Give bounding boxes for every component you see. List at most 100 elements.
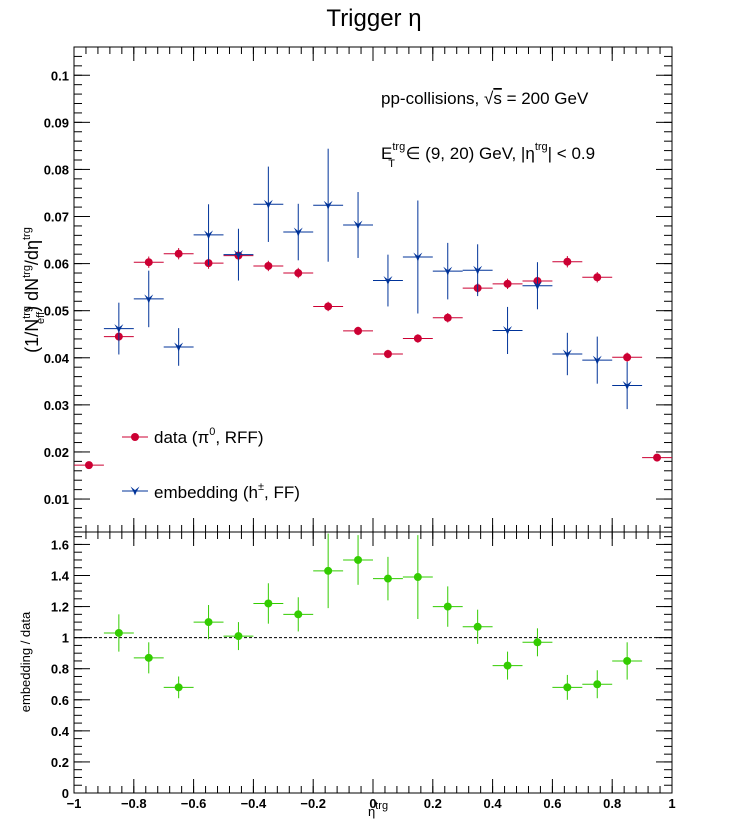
data-point [313,301,344,312]
x-tick-label: 0.4 [484,796,503,811]
embedding-point [552,332,583,376]
ratio-point [552,674,583,700]
upper-y-tick-label: 0.08 [44,162,69,177]
chart-title: Trigger η [326,5,421,32]
upper-y-tick-label: 0.07 [44,210,69,225]
ratio-point [283,597,314,632]
upper-plot-frame [73,46,673,533]
embedding-point [163,328,194,366]
ratio-point [343,535,373,585]
embedding-marker [323,200,333,210]
data-point [74,461,104,470]
data-marker [413,334,422,343]
data-point [642,453,672,462]
embedding-marker [562,349,572,359]
ratio-point [103,614,134,652]
lower-y-tick-label: 0.4 [51,724,70,739]
x-tick-label: 0 [369,796,376,811]
data-point [133,256,164,268]
legend-label-data: data (π0, RFF) [154,426,263,447]
ratio-point [402,535,433,619]
lower-y-axis-title: embedding / data [18,611,33,712]
ratio-marker [114,628,123,637]
embedding-point [133,270,164,328]
x-tick-label: −0.4 [241,796,267,811]
lower-y-tick-label: 1.6 [51,537,69,552]
ratio-marker [563,683,572,692]
x-ticks: −1 −0.8 −0.6 −0.4 −0.2 0 0.2 0.4 0.6 0.8 1 [67,47,676,811]
upper-y-tick-label: 0.1 [51,68,69,83]
legend-label-embedding: embedding (h±, FF) [154,481,300,502]
embedding-point [612,362,643,410]
embedding-point [373,254,403,307]
lower-y-tick-label: 0.6 [51,693,69,708]
embedding-point [283,203,314,261]
embedding-marker [204,230,214,240]
embedding-marker [413,252,423,262]
embedding-marker [532,281,542,291]
ratio-point [313,533,344,609]
embedding-point [313,148,344,262]
lower-y-tick-label: 1 [62,631,69,646]
ratio-marker [324,566,333,575]
upper-y-tick-label: 0.06 [44,257,69,272]
legend-marker-embedding [130,486,140,496]
data-marker [294,269,303,278]
data-marker [264,261,273,270]
ratio-point [522,628,553,657]
upper-y-tick-label: 0.04 [44,351,70,366]
ratio-marker [593,680,602,689]
embedding-marker [293,227,303,237]
annotation-collisions: pp-collisions, √s = 200 GeV [381,89,589,108]
legend-entry-embedding: embedding (h±, FF) [122,481,300,502]
embedding-point [492,306,523,355]
data-point [612,352,643,363]
embedding-marker [114,324,124,334]
ratio-marker [234,632,243,641]
data-marker [354,326,363,335]
data-marker [324,302,333,311]
data-point [492,278,523,290]
embedding-marker [503,325,513,335]
ratio-marker [354,555,363,564]
data-point [163,248,194,260]
ratio-marker [443,602,452,611]
data-marker [503,279,512,288]
sqrt-sign: √ [484,89,494,108]
embedding-point [253,166,284,242]
embedding-marker [473,265,483,275]
data-point [373,349,403,359]
legend-star-shape [130,486,140,496]
annotation-cuts: Etrg T ∈ (9, 20) GeV, |ηtrg| < 0.9 [381,141,595,170]
lower-plot-frame [73,531,673,794]
data-marker [144,258,153,267]
embedding-point [402,200,433,314]
embedding-marker [383,276,393,286]
upper-y-axis-title: (1/Ntrg eff) dNtrg/dηtrg [21,227,47,353]
data-marker [593,273,602,282]
embedding-marker [174,342,184,352]
lower-y-tick-label: 0.2 [51,755,69,770]
ratio-point [253,583,284,624]
embedding-point [193,204,224,266]
ratio-point [133,642,164,674]
embedding-marker [353,220,363,230]
ratio-marker [294,610,303,619]
ratio-marker [473,622,482,631]
ratio-point [223,622,254,651]
data-marker [84,461,93,470]
upper-y-tick-label: 0.05 [44,304,69,319]
lower-y-tick-label: 1.2 [51,600,69,615]
ratio-marker [204,618,213,627]
upper-y-tick-label: 0.01 [44,492,69,507]
data-point [582,272,613,283]
embedding-point [462,244,493,297]
data-point [552,256,583,268]
data-marker [653,453,662,462]
data-marker [623,353,632,362]
data-point [432,313,463,323]
lower-y-tick-label: 0 [62,786,69,801]
ratio-point [462,609,493,644]
ratio-marker [533,638,542,647]
